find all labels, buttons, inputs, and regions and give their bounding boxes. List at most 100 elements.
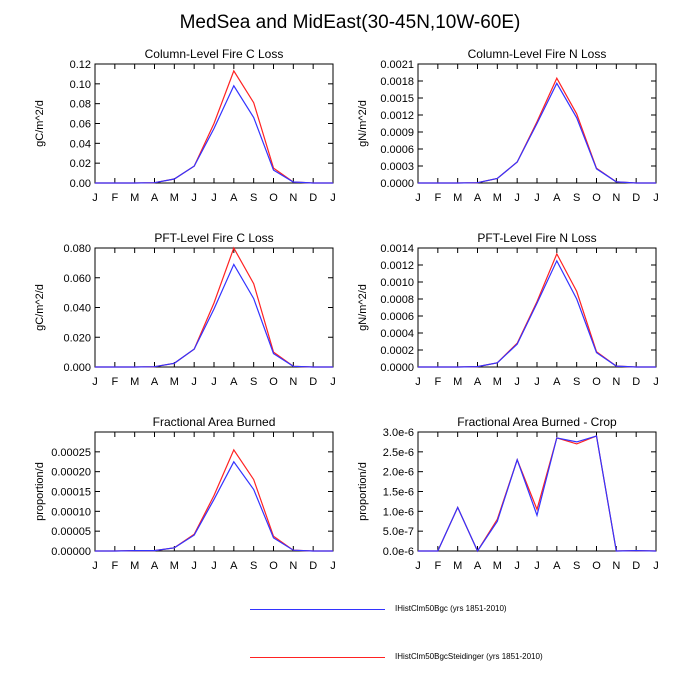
panel-5-title: Fractional Area Burned xyxy=(153,415,276,429)
panel-3-xtick-label: J xyxy=(330,376,336,388)
panel-2-ytick-label: 0.0000 xyxy=(380,178,414,190)
panel-6-xtick-label: J xyxy=(514,560,520,572)
panel-1-xtick-label: F xyxy=(111,192,118,204)
panel-6-ytick-label: 2.0e-6 xyxy=(383,467,414,479)
panel-5-xtick-label: J xyxy=(330,560,336,572)
panel-2-title: Column-Level Fire N Loss xyxy=(468,47,607,61)
panel-6-xtick-label: F xyxy=(434,560,441,572)
panel-5-frame xyxy=(94,431,334,552)
panel-2-ytick-label: 0.0006 xyxy=(380,144,414,156)
panel-3-xtick-label: F xyxy=(111,376,118,388)
panel-4-xtick-label: J xyxy=(415,376,421,388)
figure-title: MedSea and MidEast(30-45N,10W-60E) xyxy=(179,12,521,33)
panel-6-ylabel: proportion/d xyxy=(357,462,369,521)
panel-3-ytick-label: 0.080 xyxy=(63,243,91,255)
panel-1-xtick-label: J xyxy=(92,192,98,204)
panel-4-frame xyxy=(417,247,657,368)
panel-5-ylabel: proportion/d xyxy=(34,462,46,521)
panel-1-xtick-label: S xyxy=(250,192,257,204)
panel-5-ytick-label: 0.00015 xyxy=(51,487,91,499)
panel-4-ytick-label: 0.0012 xyxy=(380,260,414,272)
panel-5-xtick-label: O xyxy=(269,560,278,572)
panel-3-xtick-label: S xyxy=(250,376,257,388)
panel-3-ylabel: gC/m^2/d xyxy=(34,284,46,331)
panel-1-xtick-label: J xyxy=(191,192,197,204)
panel-1-series-2-line xyxy=(95,69,333,184)
panel-4-xtick-label: J xyxy=(514,376,520,388)
panel-4-series-2-line xyxy=(418,252,656,368)
panel-1-xtick-label: J xyxy=(330,192,336,204)
panel-1-series-1-line xyxy=(95,84,333,184)
panel-4-xtick-label: S xyxy=(573,376,580,388)
panel-4-xtick-label: D xyxy=(632,376,640,388)
panel-2-xtick-label: J xyxy=(653,192,659,204)
panel-1-xtick-label: D xyxy=(309,192,317,204)
panel-2-ytick-label: 0.0003 xyxy=(380,161,414,173)
panel-6-ytick-label: 3.0e-6 xyxy=(383,427,414,439)
panel-4-xtick-label: O xyxy=(592,376,601,388)
panel-5-xtick-label: S xyxy=(250,560,257,572)
panel-6-ytick-label: 2.5e-6 xyxy=(383,447,414,459)
panel-1-xtick-label: N xyxy=(289,192,297,204)
panel-3-ytick-label: 0.040 xyxy=(63,303,91,315)
panel-6-xtick-label: N xyxy=(612,560,620,572)
panel-3-frame xyxy=(94,247,334,368)
panel-4-ytick-label: 0.0000 xyxy=(380,362,414,374)
panel-2-xtick-label: F xyxy=(434,192,441,204)
panel-6-xtick-label: A xyxy=(553,560,561,572)
panel-1-ytick-label: 0.02 xyxy=(70,158,91,170)
legend-label-series-1: IHistClm50Bgc (yrs 1851-2010) xyxy=(395,604,507,613)
panel-5-series-1-line xyxy=(95,460,333,552)
panel-6-frame xyxy=(417,431,657,552)
panel-3-ytick-label: 0.020 xyxy=(63,332,91,344)
panel-6-xtick-label: S xyxy=(573,560,580,572)
panel-2-xtick-label: A xyxy=(553,192,561,204)
panel-5-ytick-label: 0.00010 xyxy=(51,506,91,518)
panel-1-xtick-label: M xyxy=(170,192,179,204)
panel-5-xtick-label: J xyxy=(191,560,197,572)
panel-4-ytick-label: 0.0014 xyxy=(380,243,414,255)
panel-4-xtick-label: A xyxy=(553,376,561,388)
panel-2-xtick-label: M xyxy=(453,192,462,204)
panel-6-xtick-label: J xyxy=(415,560,421,572)
panel-2-xtick-label: A xyxy=(474,192,482,204)
panel-6-title: Fractional Area Burned - Crop xyxy=(457,415,617,429)
panel-3-xtick-label: M xyxy=(170,376,179,388)
panel-5-ytick-label: 0.00020 xyxy=(51,467,91,479)
panel-1-ytick-label: 0.12 xyxy=(70,59,91,71)
panel-6-xtick-label: M xyxy=(453,560,462,572)
panel-4-title: PFT-Level Fire N Loss xyxy=(477,231,596,245)
panel-4-series-1-line xyxy=(418,259,656,368)
panel-3-title: PFT-Level Fire C Loss xyxy=(154,231,273,245)
panel-3-xtick-label: D xyxy=(309,376,317,388)
panel-5-xtick-label: M xyxy=(170,560,179,572)
panel-3-xtick-label: J xyxy=(92,376,98,388)
panel-5-xtick-label: F xyxy=(111,560,118,572)
panel-6-xtick-label: J xyxy=(653,560,659,572)
panel-1-ytick-label: 0.04 xyxy=(70,138,91,150)
panel-6-xtick-label: O xyxy=(592,560,601,572)
panel-6-ytick-label: 1.5e-6 xyxy=(383,487,414,499)
panel-5-xtick-label: A xyxy=(151,560,159,572)
panel-6-ytick-label: 0.0e-6 xyxy=(383,546,414,558)
panel-1-xtick-label: M xyxy=(130,192,139,204)
panel-2-series-2-line xyxy=(418,76,656,184)
panel-3-xtick-label: J xyxy=(191,376,197,388)
panel-3-xtick-label: M xyxy=(130,376,139,388)
panel-2-xtick-label: S xyxy=(573,192,580,204)
panel-1-ytick-label: 0.00 xyxy=(70,178,91,190)
panel-1-xtick-label: A xyxy=(230,192,238,204)
panel-6-series-2-line xyxy=(418,435,657,553)
panel-5-xtick-label: D xyxy=(309,560,317,572)
panel-1-ytick-label: 0.08 xyxy=(70,99,91,111)
panel-2-xtick-label: J xyxy=(415,192,421,204)
panel-2-xtick-label: J xyxy=(514,192,520,204)
panel-3-xtick-label: O xyxy=(269,376,278,388)
panel-2-ytick-label: 0.0015 xyxy=(380,93,414,105)
panel-2-ytick-label: 0.0021 xyxy=(380,59,414,71)
panel-1-title: Column-Level Fire C Loss xyxy=(145,47,284,61)
panel-5-ytick-label: 0.00000 xyxy=(51,546,91,558)
panel-1-xtick-label: A xyxy=(151,192,159,204)
panel-1-xtick-label: J xyxy=(211,192,217,204)
